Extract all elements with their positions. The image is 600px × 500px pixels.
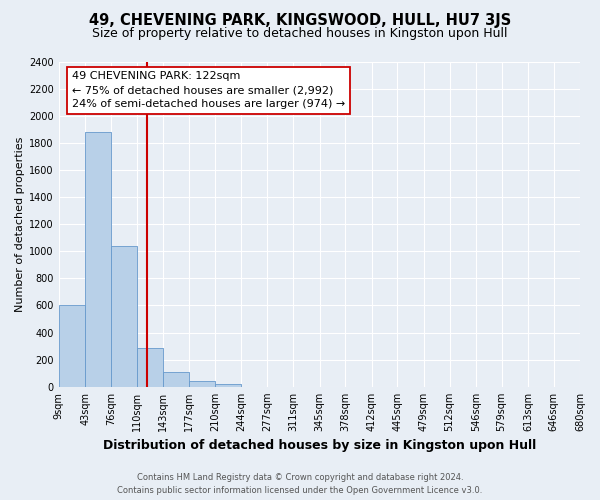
Bar [137, 348, 163, 387]
Text: Contains HM Land Registry data © Crown copyright and database right 2024.
Contai: Contains HM Land Registry data © Crown c… [118, 473, 482, 495]
Text: 49 CHEVENING PARK: 122sqm
← 75% of detached houses are smaller (2,992)
24% of se: 49 CHEVENING PARK: 122sqm ← 75% of detac… [72, 72, 345, 110]
Bar [59, 306, 85, 387]
Bar [85, 132, 111, 387]
Bar [189, 380, 215, 387]
Bar [111, 246, 137, 387]
X-axis label: Distribution of detached houses by size in Kingston upon Hull: Distribution of detached houses by size … [103, 440, 536, 452]
Text: Size of property relative to detached houses in Kingston upon Hull: Size of property relative to detached ho… [92, 28, 508, 40]
Y-axis label: Number of detached properties: Number of detached properties [15, 136, 25, 312]
Bar [215, 384, 241, 387]
Bar [163, 372, 189, 387]
Text: 49, CHEVENING PARK, KINGSWOOD, HULL, HU7 3JS: 49, CHEVENING PARK, KINGSWOOD, HULL, HU7… [89, 12, 511, 28]
